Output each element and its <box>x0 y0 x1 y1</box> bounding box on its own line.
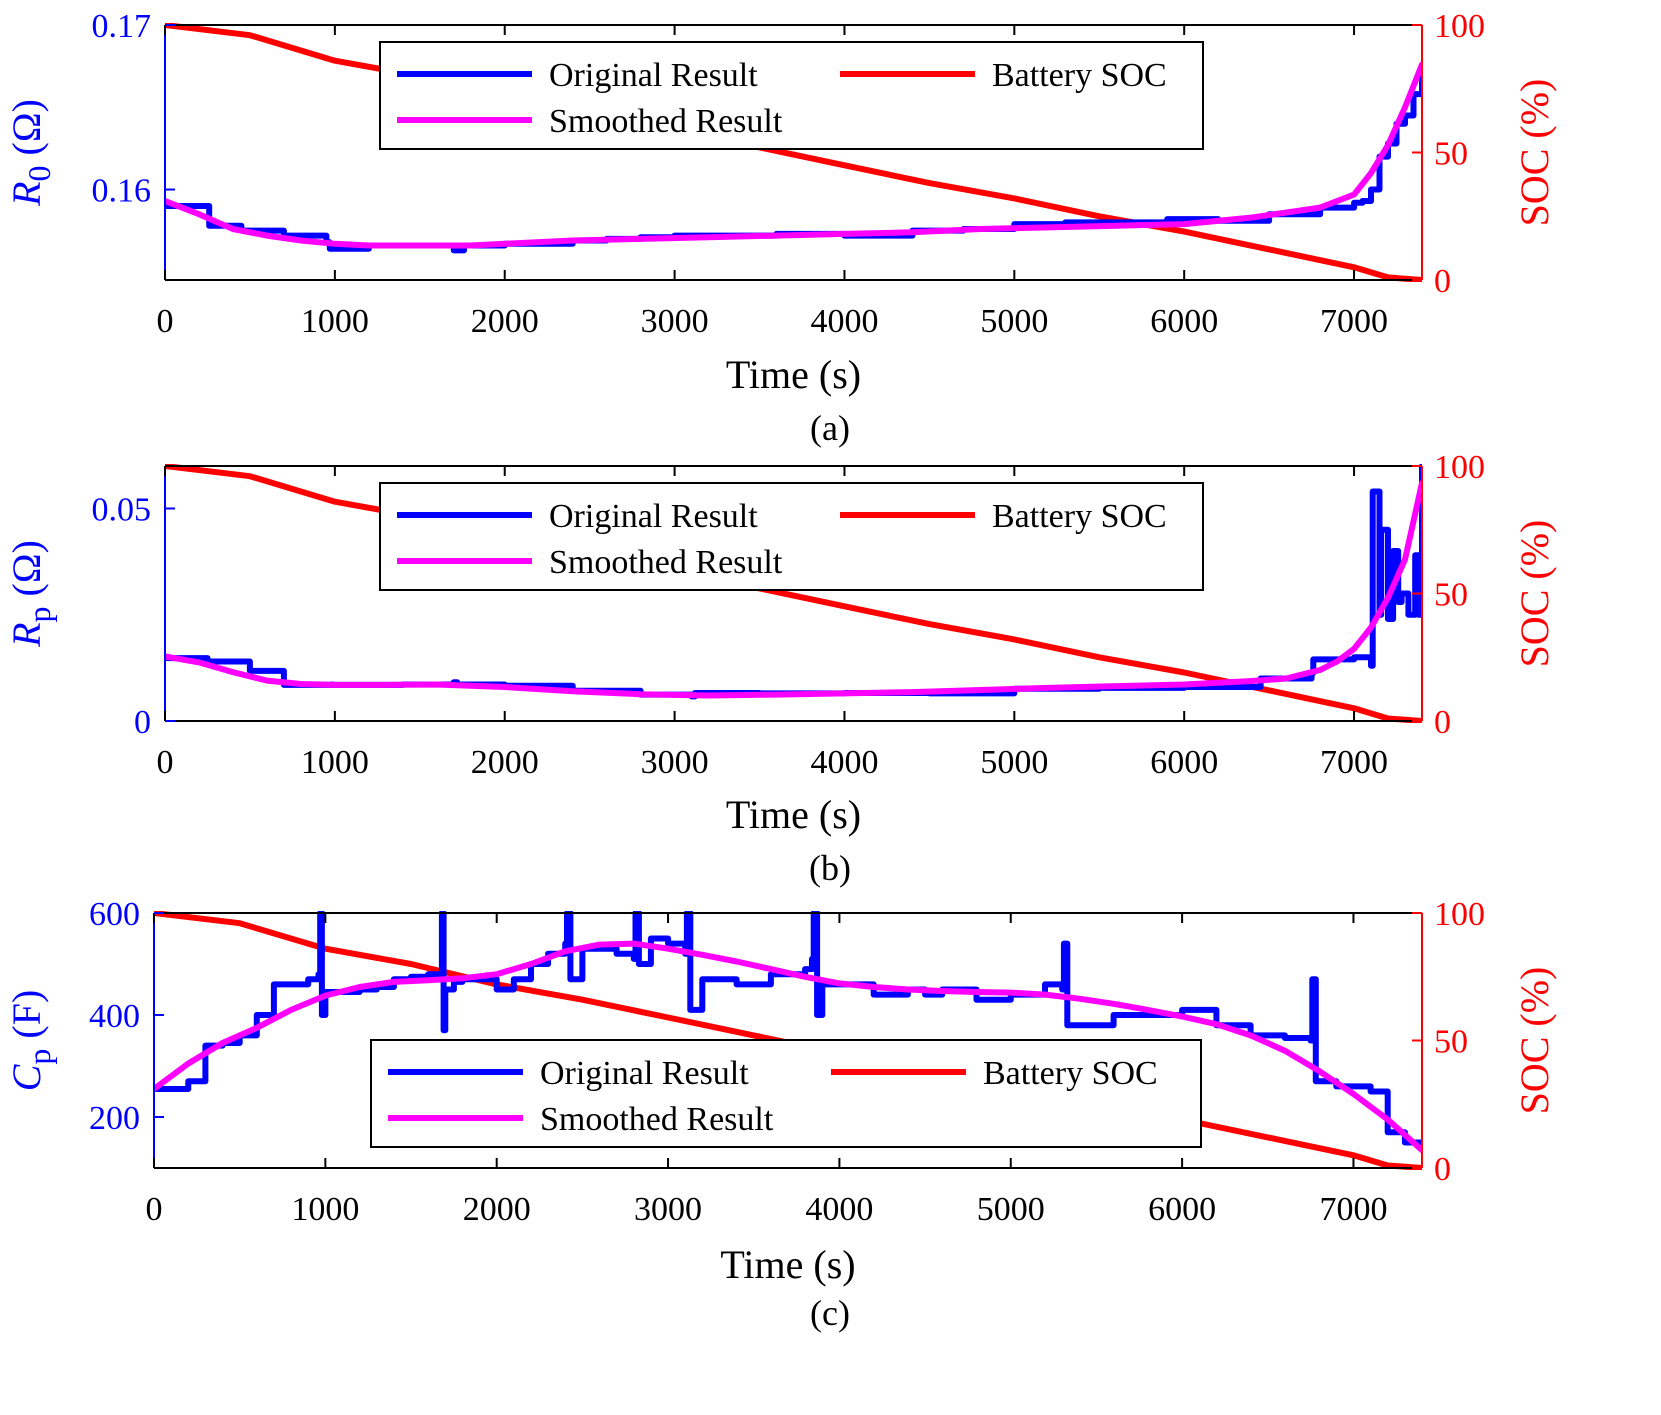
panel-a: 0 1000 2000 3000 4000 5000 6000 70000.160.17050… <box>4 8 1557 448</box>
panel-caption: (b) <box>809 848 851 888</box>
legend: Original Result Battery SOC Smoothed Resul… <box>370 1039 1202 1148</box>
x-tick-label: 4000 <box>810 744 878 781</box>
x-axis-title: Time (s) <box>726 352 861 397</box>
x-tick-label: 7000 <box>1319 1191 1387 1228</box>
x-tick-label: 7000 <box>1320 303 1388 340</box>
y-axis-title: Rp (Ω) <box>4 540 57 648</box>
legend: Original Result Battery SOC Smoothed Resul… <box>379 482 1204 591</box>
x-tick-label: 0 <box>146 1191 163 1228</box>
legend-original-label: Original Result <box>540 1055 749 1092</box>
y2-tick-label: 0 <box>1434 1151 1451 1188</box>
y-axis-subscript: p <box>21 1049 57 1065</box>
legend-smoothed-label: Smoothed Result <box>540 1101 774 1138</box>
y2-tick-label: 0 <box>1434 263 1451 300</box>
y-axis-symbol: C <box>4 1063 49 1091</box>
smoothed-result-line <box>165 480 1422 699</box>
legend-original-label: Original Result <box>549 57 758 94</box>
y2-tick-label: 0 <box>1434 704 1451 741</box>
x-tick-label: 5000 <box>980 303 1048 340</box>
x-tick-label: 6000 <box>1150 744 1218 781</box>
x-tick-label: 2000 <box>471 303 539 340</box>
y2-tick-label: 100 <box>1434 896 1485 933</box>
legend-box <box>370 1039 1202 1148</box>
x-axis-title: Time (s) <box>720 1242 855 1287</box>
panel-caption: (c) <box>810 1293 850 1333</box>
x-tick-label: 1000 <box>301 744 369 781</box>
y-axis-subscript: 0 <box>21 165 57 181</box>
legend: Original Result Battery SOC Smoothed Resul… <box>379 41 1204 150</box>
panel-c: 0 1000 2000 3000 4000 5000 6000 700020040060005… <box>4 896 1557 1333</box>
legend-soc-label: Battery SOC <box>992 498 1167 535</box>
panel-caption: (a) <box>810 408 850 448</box>
panel-b: 0 1000 2000 3000 4000 5000 6000 7000 0 0.05 0 50 100… <box>4 449 1557 888</box>
y2-tick-label: 50 <box>1434 136 1468 173</box>
y2-axis-title: SOC (%) <box>1512 520 1557 668</box>
x-tick-label: 3000 <box>641 744 709 781</box>
x-tick-label: 4000 <box>805 1191 873 1228</box>
x-tick-label: 3000 <box>641 303 709 340</box>
legend-box <box>379 482 1204 591</box>
legend-soc-label: Battery SOC <box>983 1055 1158 1092</box>
x-tick-label: 2000 <box>471 744 539 781</box>
y-axis-symbol: R <box>4 622 49 647</box>
y-axis-title: R0 (Ω) <box>4 99 57 207</box>
y-tick-label: 0.16 <box>92 173 152 210</box>
x-tick-label: 4000 <box>810 303 878 340</box>
x-tick-label: 6000 <box>1150 303 1218 340</box>
x-tick-label: 7000 <box>1320 744 1388 781</box>
y-tick-label: 0.05 <box>92 492 152 529</box>
y-axis-unit: (Ω) <box>4 99 49 165</box>
x-tick-label: 2000 <box>463 1191 531 1228</box>
y2-axis-title: SOC (%) <box>1512 79 1557 227</box>
smoothed-result-line <box>154 940 1422 1154</box>
y-axis-unit: (F) <box>4 990 49 1049</box>
y-axis-title: Cp (F) <box>4 990 57 1092</box>
legend-original-label: Original Result <box>549 498 758 535</box>
x-tick-label: 0 <box>157 744 174 781</box>
y-axis-subscript: p <box>21 606 57 622</box>
legend-smoothed-label: Smoothed Result <box>549 544 783 581</box>
legend-smoothed-label: Smoothed Result <box>549 103 783 140</box>
y-tick-label: 600 <box>89 896 140 933</box>
x-tick-label: 3000 <box>634 1191 702 1228</box>
y-axis-unit: (Ω) <box>4 540 49 606</box>
y2-axis-title: SOC (%) <box>1512 967 1557 1115</box>
y2-tick-label: 100 <box>1434 449 1485 486</box>
x-tick-label: 5000 <box>980 744 1048 781</box>
y2-tick-label: 100 <box>1434 8 1485 45</box>
y-tick-label: 0 <box>134 704 151 741</box>
y-axis-symbol: R <box>4 181 49 206</box>
y2-tick-label: 50 <box>1434 577 1468 614</box>
smoothed-result-line <box>165 61 1422 249</box>
x-tick-label: 6000 <box>1148 1191 1216 1228</box>
legend-box <box>379 41 1204 150</box>
x-tick-label: 1000 <box>301 303 369 340</box>
x-tick-label: 0 <box>157 303 174 340</box>
y-tick-label: 200 <box>89 1100 140 1137</box>
x-axis-title: Time (s) <box>726 792 861 837</box>
y-tick-label: 400 <box>89 998 140 1035</box>
x-tick-label: 5000 <box>977 1191 1045 1228</box>
x-tick-label: 1000 <box>291 1191 359 1228</box>
y2-tick-label: 50 <box>1434 1024 1468 1061</box>
legend-soc-label: Battery SOC <box>992 57 1167 94</box>
y-tick-label: 0.17 <box>92 8 152 45</box>
